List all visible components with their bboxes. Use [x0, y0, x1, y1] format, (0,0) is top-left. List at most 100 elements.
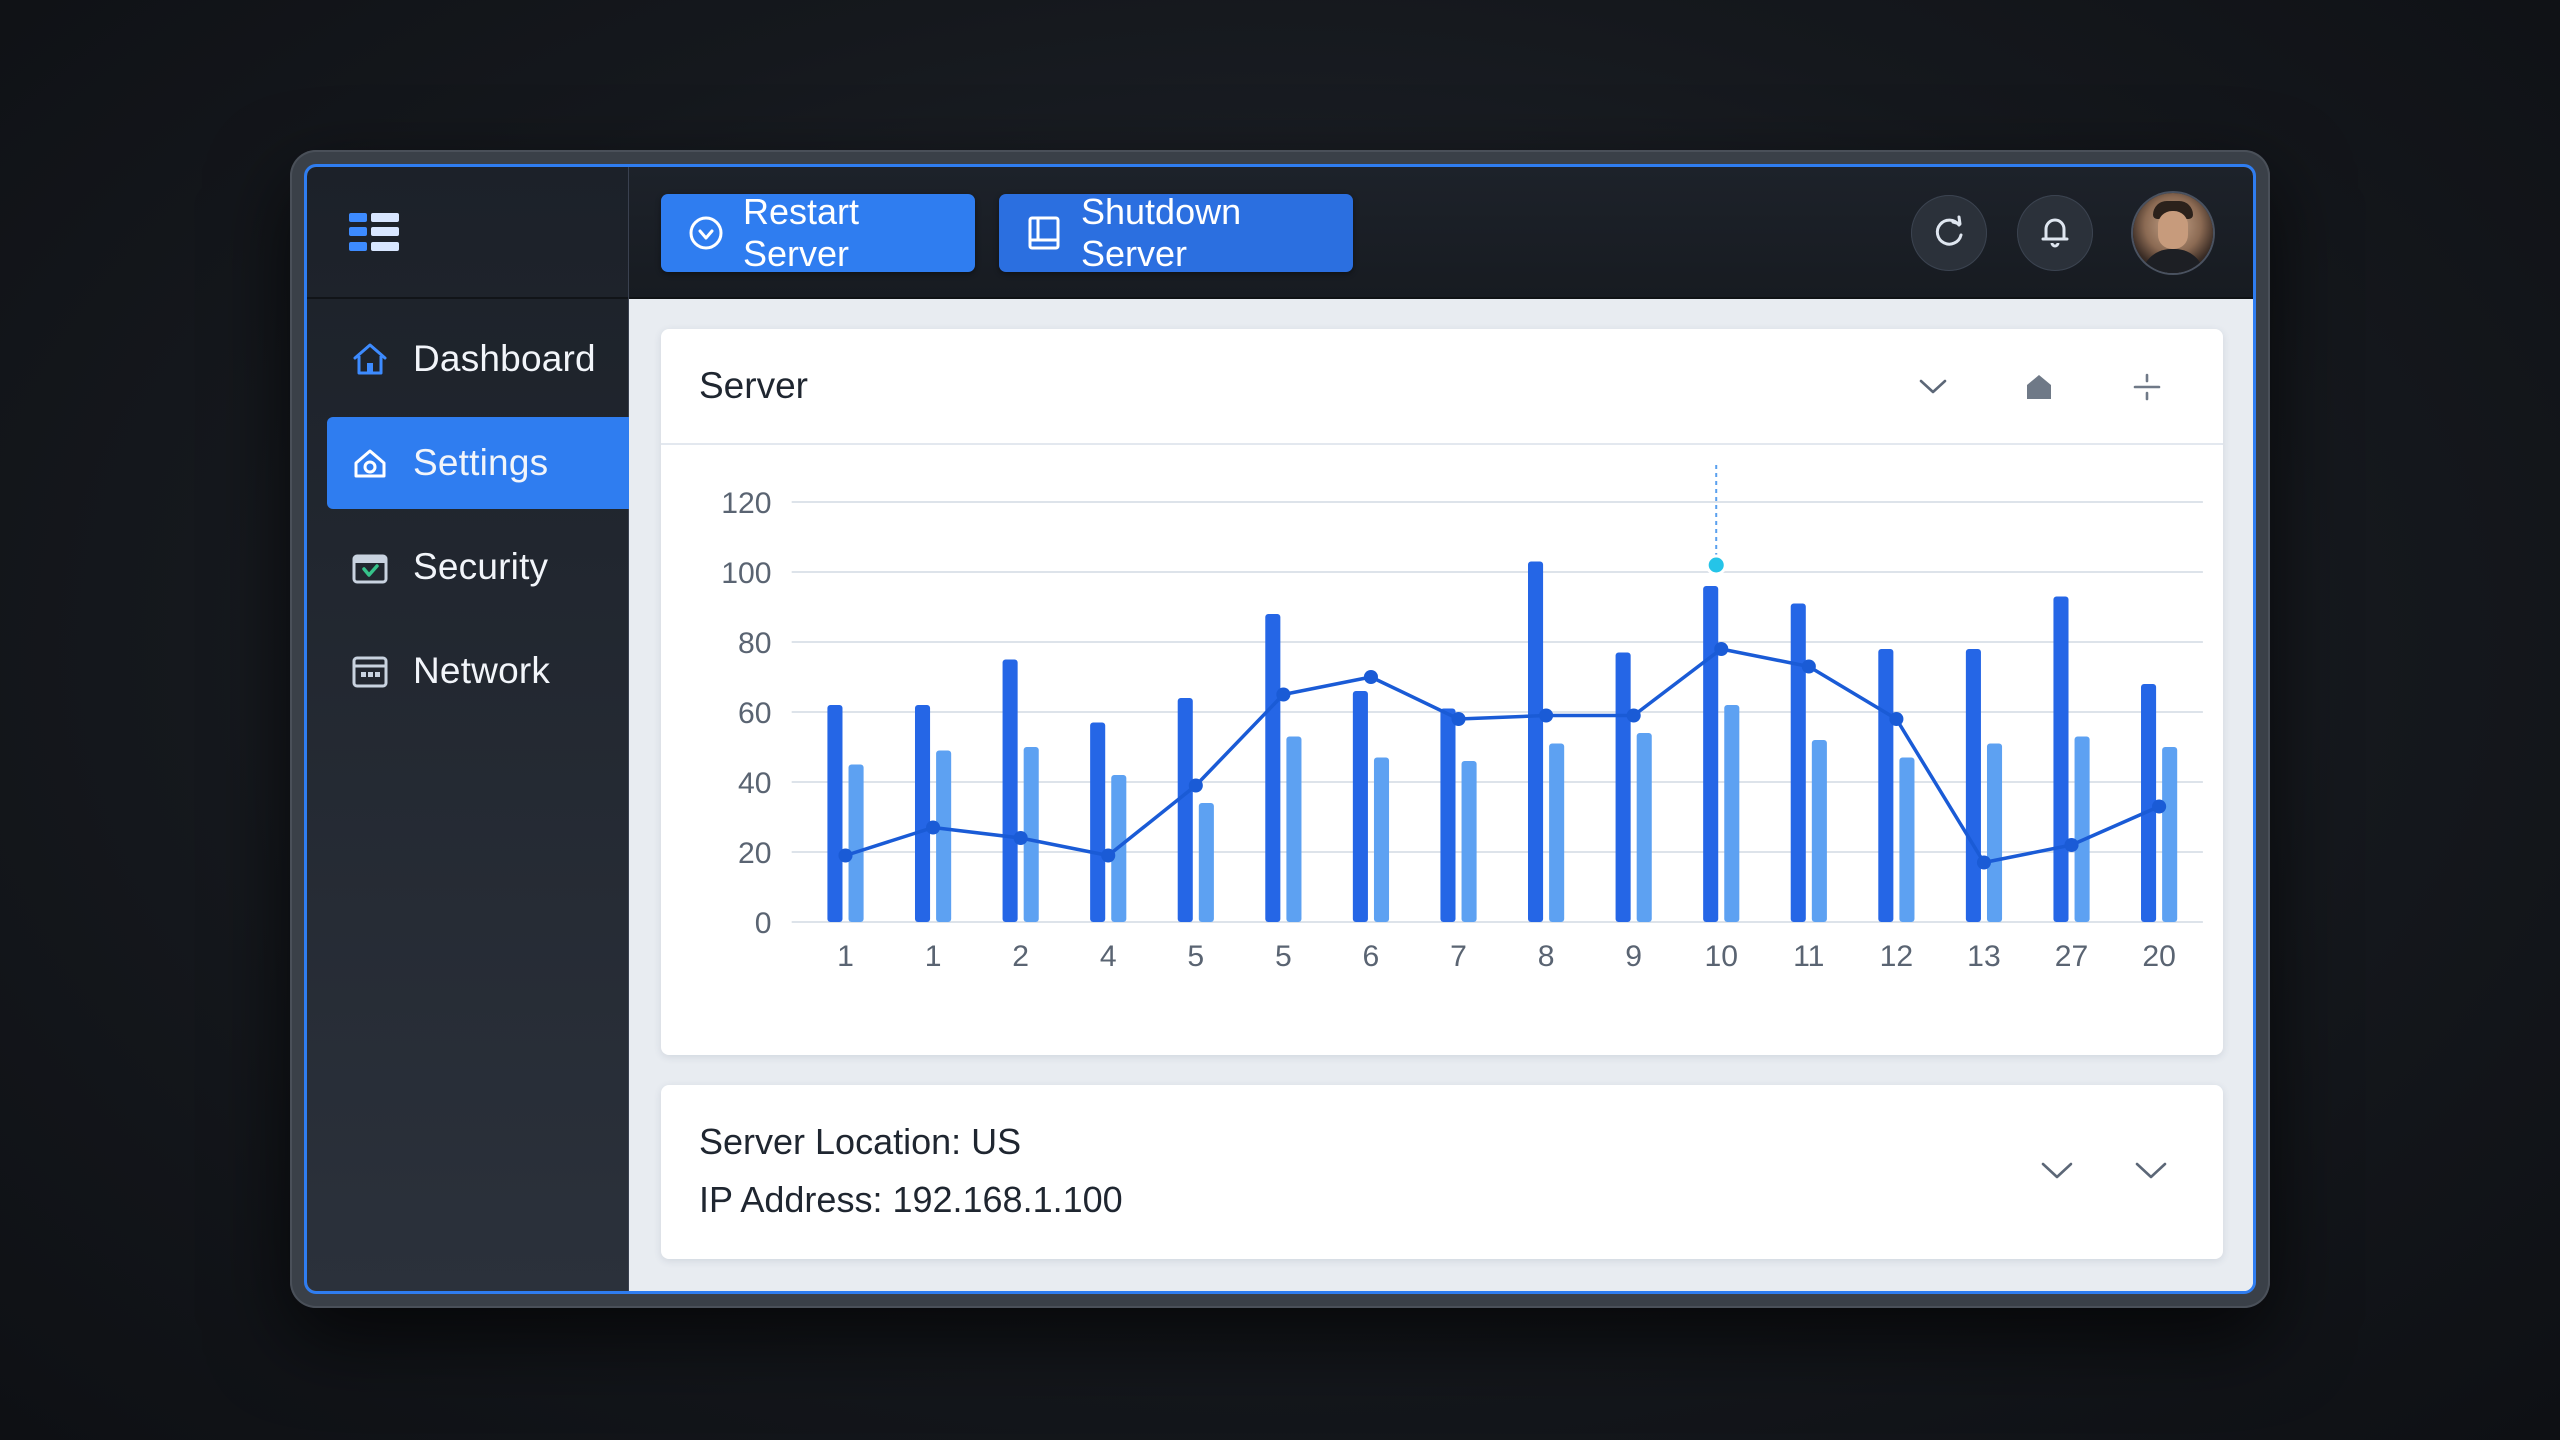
bar-light [1286, 736, 1302, 922]
y-tick-label: 100 [721, 557, 771, 590]
bar-dark [1528, 561, 1544, 922]
refresh-icon [1931, 213, 1967, 254]
bar-dark [1177, 698, 1193, 922]
bar-dark [914, 705, 931, 922]
bar-dark [1615, 652, 1631, 922]
sidebar-item-security[interactable]: Security [327, 521, 629, 613]
x-tick-label: 5 [1187, 940, 1204, 973]
y-tick-label: 60 [738, 697, 772, 730]
sidebar-item-settings[interactable]: Settings [327, 417, 629, 509]
shutdown-label: Shutdown Server [1081, 191, 1242, 274]
y-tick-label: 80 [738, 627, 772, 660]
shutdown-server-button[interactable]: Shutdown Server [999, 191, 1353, 274]
sidebar-item-label: Settings [413, 442, 549, 483]
x-tick-label: 1 [925, 940, 942, 973]
line-point [1451, 712, 1466, 726]
bar-dark [2141, 684, 2157, 922]
x-tick-label: 7 [1450, 940, 1467, 973]
y-tick-label: 0 [755, 907, 772, 940]
x-tick-label: 6 [1363, 940, 1380, 973]
bell-icon [2037, 213, 2073, 254]
x-tick-label: 5 [1275, 940, 1292, 973]
user-avatar[interactable] [2133, 193, 2213, 273]
bar-light [936, 750, 952, 922]
sidebar-item-label: Dashboard [413, 338, 596, 379]
y-tick-label: 120 [721, 487, 771, 520]
server-card-header: Server [661, 329, 2223, 445]
line-series [844, 647, 2160, 865]
bar-light [1198, 803, 1214, 922]
bar-light [1811, 740, 1827, 922]
bar-light [2074, 736, 2090, 922]
sidebar-item-label: Network [413, 650, 551, 691]
bar-light [1373, 757, 1390, 922]
y-tick-label: 40 [738, 767, 772, 800]
chevron-down-icon[interactable] [2129, 1151, 2173, 1191]
x-tick-label: 4 [1100, 940, 1117, 973]
line-point [1889, 712, 1904, 726]
line-point [1714, 642, 1729, 656]
bar-light [1023, 747, 1039, 922]
line-point [1276, 687, 1291, 702]
bar-dark [2053, 596, 2069, 922]
bar-light [1636, 733, 1652, 922]
bar-dark [827, 705, 843, 922]
bar-light [848, 764, 864, 922]
bar-light [1724, 705, 1740, 922]
x-tick-label: 9 [1625, 940, 1642, 973]
main-content: Server 0 20 40 60 80 100 120 1 1 2 4 5 5 6 7 8 9 10 11 12 13… [629, 299, 2253, 1291]
network-icon [349, 650, 391, 692]
power-icon [687, 213, 725, 253]
line-point [2064, 838, 2079, 852]
server-info-card: Server Location: US IP Address: 192.168.… [661, 1085, 2223, 1259]
line-point [1188, 778, 1203, 793]
sidebar-item-network[interactable]: Network [327, 625, 629, 717]
server-card-title: Server [699, 365, 808, 406]
bar-dark [1790, 603, 1806, 922]
bar-dark [1265, 614, 1281, 922]
bar-dark [1878, 649, 1894, 922]
bar-dark [1440, 708, 1456, 922]
bar-light [1549, 743, 1565, 922]
sidebar-item-dashboard[interactable]: Dashboard [327, 313, 629, 405]
bar-light [1461, 761, 1477, 922]
notifications-button[interactable] [2017, 195, 2093, 271]
server-chart-card: Server 0 20 40 60 80 100 120 1 1 2 4 5 5 6 7 8 9 10 11 12 13… [661, 329, 2223, 1055]
x-tick-label: 13 [1967, 940, 2001, 973]
line-point [1626, 708, 1641, 723]
highlight-point [1705, 554, 1727, 576]
bar-light [2162, 747, 2178, 922]
y-tick-label: 20 [738, 837, 772, 870]
server-location-text: Server Location: US [699, 1121, 1022, 1162]
bar-dark [1965, 649, 1981, 922]
app-window: Dashboard Settings Security [304, 164, 2256, 1294]
bar-dark [1090, 722, 1106, 922]
x-tick-label: 1 [837, 940, 854, 973]
line-point [1801, 659, 1816, 674]
menu-icon[interactable] [349, 213, 399, 251]
bar-dark [1703, 586, 1719, 922]
split-icon[interactable] [2127, 367, 2167, 407]
line-point [1976, 855, 1991, 870]
line-point [1363, 670, 1378, 684]
home-icon[interactable] [2019, 367, 2059, 407]
x-tick-label: 12 [1880, 940, 1914, 973]
line-point [926, 820, 941, 835]
bar-dark [1002, 659, 1018, 922]
window-frame: Dashboard Settings Security [290, 150, 2270, 1308]
sidebar-header [307, 167, 628, 299]
x-tick-label: 20 [2142, 940, 2176, 973]
security-icon [349, 546, 391, 588]
line-point [1101, 848, 1116, 863]
sidebar-item-label: Security [413, 546, 549, 587]
chevron-down-icon[interactable] [1913, 367, 1953, 407]
bar-dark [1352, 691, 1368, 922]
restart-server-button[interactable]: Restart Server [661, 191, 975, 274]
refresh-button[interactable] [1911, 195, 1987, 271]
chevron-down-icon[interactable] [2035, 1151, 2079, 1191]
line-point [2152, 799, 2167, 814]
restart-label: Restart Server [743, 191, 860, 274]
bar-light [1986, 743, 2003, 922]
x-tick-label: 11 [1793, 940, 1824, 973]
bar-light [1899, 757, 1915, 922]
